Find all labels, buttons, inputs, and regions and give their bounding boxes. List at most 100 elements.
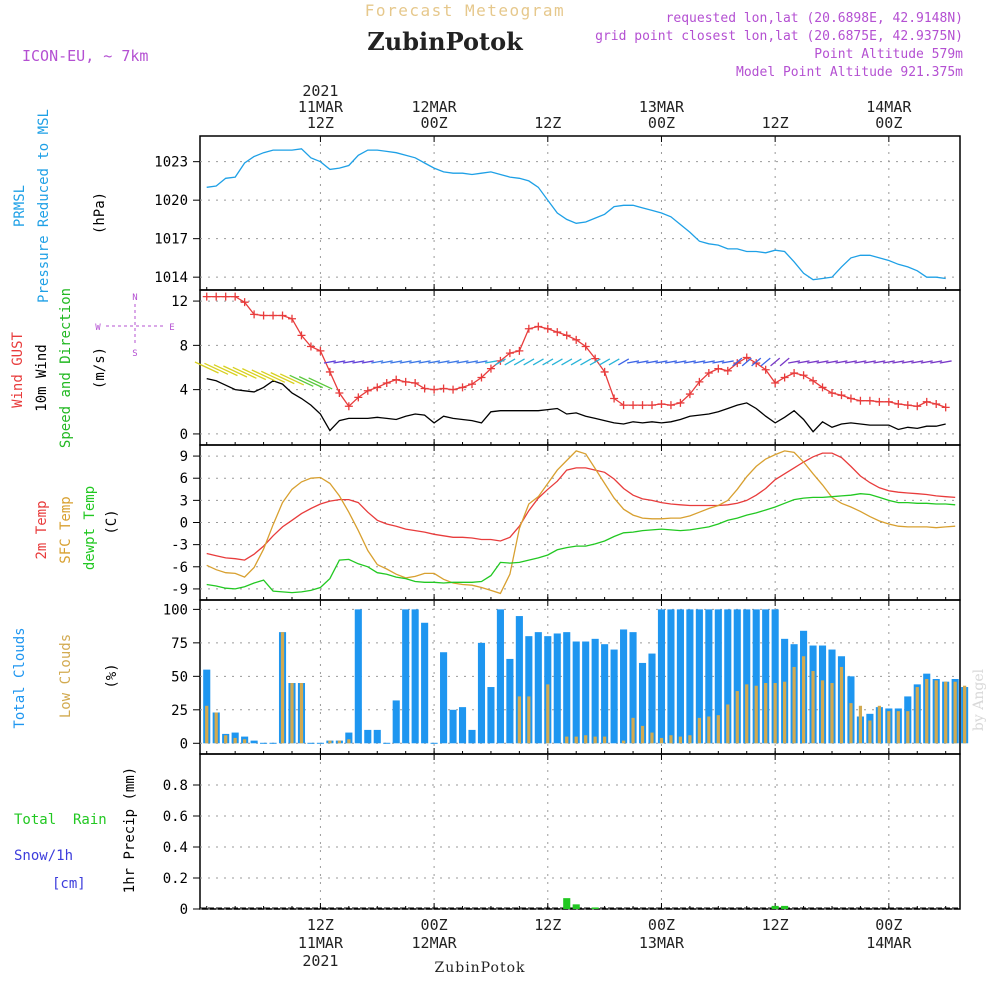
gust-marker <box>477 373 486 382</box>
gust-marker <box>420 384 429 393</box>
total-cloud-bar <box>572 641 580 744</box>
cloud-unit: (%) <box>104 663 120 688</box>
total-cloud-bar <box>743 609 751 744</box>
wind-direction-arrow <box>627 360 640 364</box>
total-rain-legend: Total Rain <box>14 812 107 828</box>
top-time-label: 12MAR <box>412 98 458 116</box>
wind-direction-arrow <box>223 365 248 378</box>
wind-direction-arrow <box>390 360 403 364</box>
wind-direction-arrow <box>251 369 276 382</box>
wind-direction-arrow <box>674 360 687 364</box>
low-cloud-bar <box>811 670 815 744</box>
wind-direction-arrow <box>664 360 677 364</box>
low-cloud-bar <box>801 656 806 744</box>
gust-marker <box>306 342 315 351</box>
gust-marker <box>401 377 410 386</box>
low-cloud-bar <box>915 687 919 744</box>
wind-direction-arrow <box>835 360 848 364</box>
pressure-unit: (hPa) <box>92 192 108 234</box>
gust-marker <box>411 379 420 387</box>
wind-unit: (m/s) <box>92 347 108 389</box>
dewpt-label: dewpt Temp <box>82 486 98 570</box>
total-cloud-bar <box>582 641 590 744</box>
wind-direction-arrow <box>323 360 336 364</box>
low-cloud-bar <box>716 715 720 744</box>
gust-marker <box>534 322 543 331</box>
sfc-temp-line <box>206 450 956 595</box>
pressure-labels: PRMSL Pressure Reduced to MSL (hPa) <box>12 109 108 303</box>
wind-direction-arrow <box>732 357 743 367</box>
gust-marker <box>610 394 619 403</box>
low-cloud-bar <box>224 735 228 744</box>
gust-line <box>206 295 946 409</box>
low-cloud-bar <box>830 683 834 744</box>
y-tick-label: 1014 <box>154 270 188 286</box>
y-tick-label: 0.6 <box>163 809 188 825</box>
bottom-time-label: 00Z <box>875 916 902 934</box>
gust-marker <box>363 386 372 395</box>
wind-direction-arrow <box>532 358 544 366</box>
wind-direction-arrow <box>494 358 506 366</box>
compass-s: S <box>132 349 137 359</box>
total-cloud-bar <box>657 609 666 744</box>
wind-direction-arrow <box>939 360 952 364</box>
y-tick-label: 3 <box>180 493 188 509</box>
total-cloud-bar <box>411 609 419 744</box>
wind-direction-arrow <box>342 360 355 364</box>
wind-direction-arrow <box>655 360 668 364</box>
total-cloud-bar <box>506 658 514 744</box>
total-cloud-bar <box>487 687 495 744</box>
bottom-time-label: 12MAR <box>412 934 458 952</box>
total-cloud-bar <box>515 616 523 744</box>
gust-marker <box>856 396 865 405</box>
total-cloud-bar <box>496 609 504 744</box>
low-cloud-bar <box>688 735 692 744</box>
wind-speed-line <box>206 377 946 433</box>
total-cloud-bar <box>534 632 542 744</box>
wind-direction-arrow <box>693 360 706 364</box>
low-cloud-bar <box>735 691 739 744</box>
watermark: by Angel <box>971 668 987 731</box>
y-tick-label: 100 <box>163 602 188 618</box>
wind-direction-arrow <box>873 360 886 364</box>
top-time-label: 11MAR <box>298 98 344 116</box>
gust-marker <box>761 365 770 374</box>
total-cloud-bar <box>449 709 457 744</box>
top-time-label: 12Z <box>534 114 561 132</box>
temp-labels: 2m Temp SFC Temp dewpt Temp (C) <box>34 486 120 570</box>
wind-direction-arrow <box>760 357 771 367</box>
low-cloud-bar <box>650 732 654 744</box>
gust-marker <box>572 335 581 344</box>
wind-direction-arrow <box>807 360 820 364</box>
low-cloud-bar <box>944 681 948 744</box>
wind-speed-label: 10m Wind <box>34 344 50 411</box>
total-cloud-bar <box>553 633 561 744</box>
y-tick-label: 0.2 <box>163 871 188 887</box>
gust-marker <box>231 292 240 301</box>
panel-precip: 0 0.2 0.4 0.6 0.8 <box>163 753 961 918</box>
bottom-time-label: 12Z <box>307 916 334 934</box>
low-cloud-bar <box>792 666 796 744</box>
low-cloud-bar <box>906 711 910 744</box>
low-cloud-bar <box>584 735 588 744</box>
snow-unit-legend: [cm] <box>52 876 86 892</box>
rain-bar <box>563 898 571 909</box>
gust-marker <box>250 310 259 319</box>
low-cloud-bar <box>347 739 351 744</box>
low-cloud-bar <box>896 711 900 744</box>
gust-marker <box>515 346 524 355</box>
total-cloud-bar <box>345 732 353 744</box>
total-cloud-bar <box>373 729 381 744</box>
gust-marker <box>913 402 922 411</box>
low-cloud-bar <box>726 704 730 744</box>
compass-e: E <box>169 323 174 333</box>
top-time-label: 00Z <box>875 114 902 132</box>
low-cloud-bar <box>858 705 863 744</box>
gust-marker <box>875 397 884 406</box>
wind-direction-arrow <box>542 358 554 366</box>
total-cloud-bar <box>250 740 258 744</box>
requested-coords: requested lon,lat (20.6898E, 42.9148N) <box>666 11 963 26</box>
wind-direction-arrow <box>279 373 305 386</box>
gust-marker <box>884 397 893 406</box>
total-cloud-bar <box>468 729 476 744</box>
